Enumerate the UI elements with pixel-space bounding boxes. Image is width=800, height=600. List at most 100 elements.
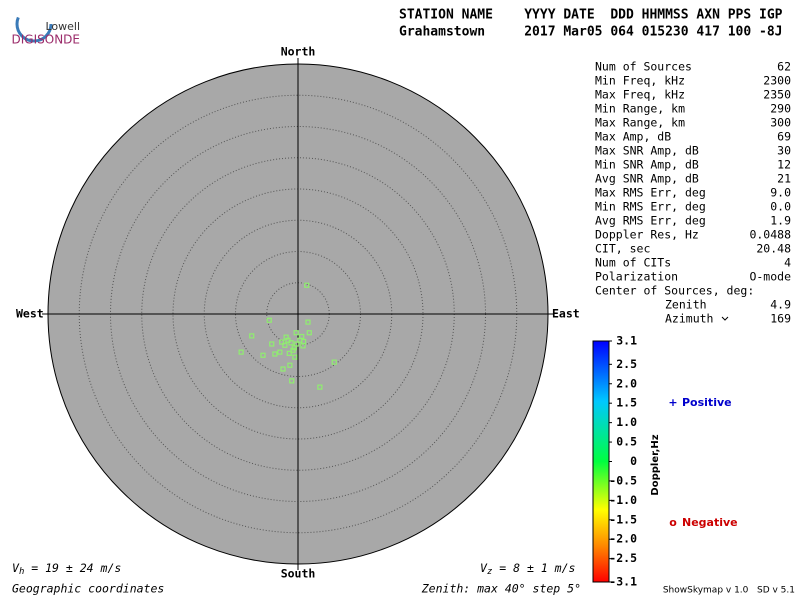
stat-value: 1.9: [770, 214, 791, 228]
logo-bottom: DIGISONDE: [12, 33, 80, 47]
stat-value: 9.0: [770, 186, 791, 200]
velocity-symbol: V: [480, 561, 488, 575]
source-point: [238, 349, 244, 355]
colorbar-tick-label: -2.0: [609, 532, 637, 546]
stat-value: O-mode: [749, 270, 791, 284]
stat-label: Min Range, km: [595, 102, 685, 116]
source-point: [331, 359, 337, 365]
stat-label: Max Amp, dB: [595, 130, 671, 144]
stat-value: 4: [784, 256, 791, 270]
legend-symbol: +: [668, 396, 677, 409]
stat-value: 169: [770, 312, 791, 326]
velocity-symbol: V: [12, 561, 20, 575]
coordinates: Geographic coordinates: [12, 582, 164, 596]
colorbar-tick-label: -3.1: [609, 575, 637, 589]
colorbar-tick-label: 1.5: [616, 396, 637, 410]
legend-label: Negative: [682, 516, 738, 529]
stat-label: Num of Sources: [595, 60, 692, 74]
velocity: Vz = 8 ± 1 m/s: [480, 561, 576, 577]
colorbar-tick-label: -0.5: [609, 473, 637, 487]
colorbar-tick-label: 3.1: [616, 334, 637, 348]
source-point: [292, 354, 298, 360]
source-point: [266, 317, 272, 323]
stat-section: Center of Sources, deg:: [595, 284, 754, 298]
colorbar-tick-label: -1.0: [609, 493, 637, 507]
colorbar: [592, 340, 610, 583]
stat-value: 0.0488: [749, 228, 791, 242]
source-point: [279, 339, 285, 345]
stat-label: Max SNR Amp, dB: [595, 144, 699, 158]
azimuth-icon: [721, 316, 729, 321]
stat-label: Max RMS Err, deg: [595, 186, 706, 200]
source-point: [287, 362, 293, 368]
stat-label: Max Range, km: [595, 116, 685, 130]
velocity-text: = 19 ± 24 m/s: [24, 561, 121, 575]
source-point: [289, 378, 295, 384]
source-point: [260, 352, 266, 358]
source-point: [306, 330, 312, 336]
source-point: [269, 341, 275, 347]
colorbar-label: Doppler,Hz: [650, 434, 661, 495]
stat-label: Zenith: [665, 298, 707, 312]
header-values: Grahamstown 2017 Mar05 064 015230 417 10…: [399, 25, 783, 40]
source-point: [249, 333, 255, 339]
source-point: [283, 334, 289, 340]
direction-label: West: [16, 307, 44, 321]
stat-label: Max Freq, kHz: [595, 88, 685, 102]
velocity: Vh = 19 ± 24 m/s: [12, 561, 121, 577]
zenith-info: Zenith: max 40° step 5°: [421, 582, 581, 596]
velocity-sub: h: [19, 567, 24, 577]
header-labels: STATION NAME YYYY DATE DDD HHMMSS AXN PP…: [399, 8, 783, 23]
logo-swoosh: [15, 5, 53, 43]
colorbar-tick-label: 0.5: [616, 435, 637, 449]
stat-label: Polarization: [595, 270, 678, 284]
colorbar-tick-label: -2.5: [609, 551, 637, 565]
colorbar-tick-label: 0: [630, 454, 637, 468]
stat-label: Doppler Res, Hz: [595, 228, 699, 242]
velocity-sub: z: [487, 567, 492, 577]
logo-top: Lowell: [45, 20, 80, 33]
source-point: [288, 340, 294, 346]
stat-label: Avg RMS Err, deg: [595, 214, 706, 228]
colorbar-tick-label: 2.5: [616, 357, 637, 371]
stat-label: Avg SNR Amp, dB: [595, 172, 699, 186]
source-point: [305, 319, 311, 325]
stat-value: 300: [770, 116, 791, 130]
stat-value: 62: [777, 60, 791, 74]
colorbar-tick-label: -1.5: [609, 512, 637, 526]
source-point: [282, 342, 288, 348]
stat-value: 2300: [763, 74, 791, 88]
stat-value: 21: [777, 172, 791, 186]
stat-value: 0.0: [770, 200, 791, 214]
stat-value: 69: [777, 130, 791, 144]
version: ShowSkymap v 1.0 SD v 5.1: [663, 586, 795, 596]
stat-label: Min Freq, kHz: [595, 74, 685, 88]
legend-symbol: o: [669, 516, 677, 529]
stat-label: CIT, sec: [595, 242, 650, 256]
direction-label: South: [281, 567, 316, 581]
source-point: [277, 349, 283, 355]
stat-label: Azimuth: [665, 312, 713, 326]
stat-value: 2350: [763, 88, 791, 102]
source-point: [301, 338, 307, 345]
legend-label: Positive: [682, 396, 732, 409]
source-point: [304, 282, 310, 288]
source-point: [299, 333, 305, 340]
source-point: [286, 350, 292, 356]
source-point: [293, 330, 299, 336]
stat-label: Min SNR Amp, dB: [595, 158, 699, 172]
stat-value: 4.9: [770, 298, 791, 312]
colorbar-tick-label: 1.0: [616, 415, 637, 429]
velocity-text: = 8 ± 1 m/s: [492, 561, 575, 575]
stat-label: Min RMS Err, deg: [595, 200, 706, 214]
direction-label: North: [281, 45, 316, 59]
stat-value: 290: [770, 102, 791, 116]
stat-value: 30: [777, 144, 791, 158]
stat-value: 12: [777, 158, 791, 172]
source-point: [280, 366, 286, 372]
source-point: [317, 384, 323, 390]
stat-value: 20.48: [756, 242, 791, 256]
direction-label: East: [552, 307, 580, 321]
